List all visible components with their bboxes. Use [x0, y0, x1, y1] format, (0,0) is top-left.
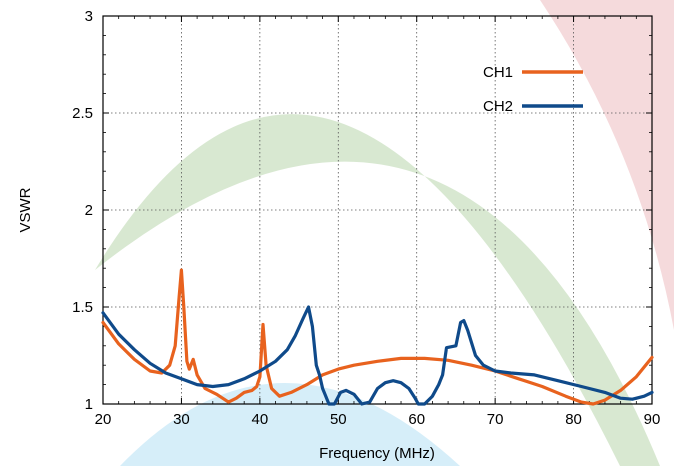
legend: CH1 CH2 — [483, 64, 583, 115]
y-tick-label: 3 — [85, 8, 93, 25]
x-tick-label: 20 — [95, 411, 112, 428]
legend-label-ch2: CH2 — [483, 98, 513, 115]
x-tick-label: 30 — [173, 411, 190, 428]
series-lines — [101, 268, 654, 406]
legend-label-ch1: CH1 — [483, 64, 513, 81]
y-tick-label: 1.5 — [72, 299, 93, 316]
x-tick-label: 70 — [487, 411, 504, 428]
x-tick-labels: 20 30 40 50 60 70 80 90 — [95, 411, 661, 428]
x-tick-label: 80 — [565, 411, 582, 428]
background-decoration — [95, 0, 674, 466]
axis-ticks — [102, 15, 653, 405]
x-tick-label: 40 — [252, 411, 269, 428]
x-axis-title: Frequency (MHz) — [319, 445, 435, 462]
x-tick-label: 60 — [408, 411, 425, 428]
y-tick-label: 1 — [85, 396, 93, 413]
series-line-ch2 — [101, 305, 654, 406]
x-tick-label: 90 — [644, 411, 661, 428]
y-tick-labels: 1 1.5 2 2.5 3 — [72, 8, 93, 413]
grid — [103, 16, 652, 404]
green-arc-shape — [95, 114, 660, 466]
y-tick-label: 2 — [85, 202, 93, 219]
y-axis-title: VSWR — [17, 187, 34, 232]
x-tick-label: 50 — [330, 411, 347, 428]
y-tick-label: 2.5 — [72, 105, 93, 122]
series-line-ch1 — [101, 268, 654, 406]
red-arc-shape — [540, 0, 674, 330]
